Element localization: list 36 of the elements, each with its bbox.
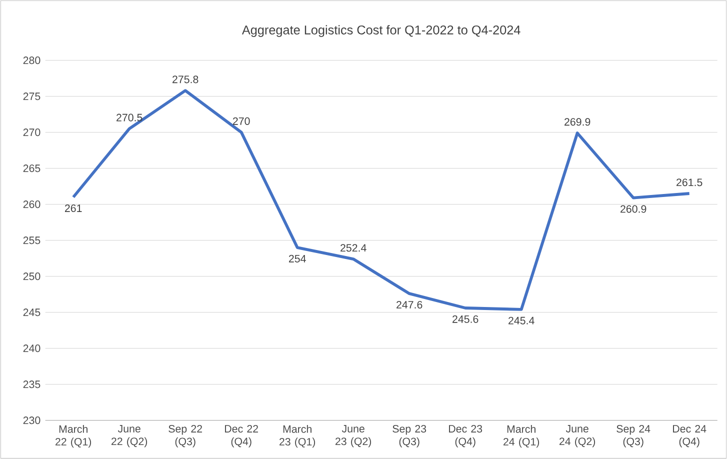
data-label: 275.8 — [172, 76, 198, 84]
chart-title: Aggregate Logistics Cost for Q1-2022 to Q4-2024 — [242, 25, 520, 37]
y-tick-label: 275 — [23, 92, 40, 100]
x-tick-label: Dec 23 (Q4) — [449, 425, 482, 448]
data-label: 252.4 — [340, 244, 366, 252]
x-tick-label: Sep 24 (Q3) — [616, 425, 650, 448]
y-tick-label: 280 — [23, 56, 40, 64]
x-tick-label: Dec 22 (Q4) — [225, 425, 258, 448]
y-tick-label: 240 — [23, 344, 40, 352]
y-tick-label: 270 — [23, 128, 40, 136]
data-label: 269.9 — [564, 118, 590, 126]
x-tick-label: March 23 (Q1) — [280, 425, 316, 448]
x-tick-label: March 22 (Q1) — [56, 425, 92, 448]
data-label: 245.4 — [508, 316, 534, 324]
x-tick-label: Sep 23 (Q3) — [392, 425, 426, 448]
y-tick-label: 265 — [23, 164, 40, 172]
y-tick-label: 245 — [23, 308, 40, 316]
data-label: 261 — [64, 204, 82, 212]
x-tick-label: Dec 24 (Q4) — [673, 425, 706, 448]
data-label: 270.5 — [116, 114, 142, 122]
data-label: 260.9 — [620, 205, 646, 213]
data-label: 254 — [288, 254, 306, 262]
x-tick-label: June 22 (Q2) — [112, 425, 148, 448]
y-tick-label: 230 — [23, 416, 40, 424]
x-tick-label: June 23 (Q2) — [336, 425, 372, 448]
x-tick-label: Sep 22 (Q3) — [168, 425, 202, 448]
data-label: 261.5 — [676, 178, 702, 186]
y-tick-label: 255 — [23, 236, 40, 244]
data-label: 245.6 — [452, 315, 478, 323]
y-tick-label: 260 — [23, 200, 40, 208]
y-tick-label: 250 — [23, 272, 40, 280]
x-tick-label: June 24 (Q2) — [560, 425, 596, 448]
x-tick-label: March 24 (Q1) — [504, 425, 540, 448]
data-label: 270 — [232, 117, 250, 125]
y-tick-label: 235 — [23, 380, 40, 388]
data-label: 247.6 — [396, 300, 422, 309]
